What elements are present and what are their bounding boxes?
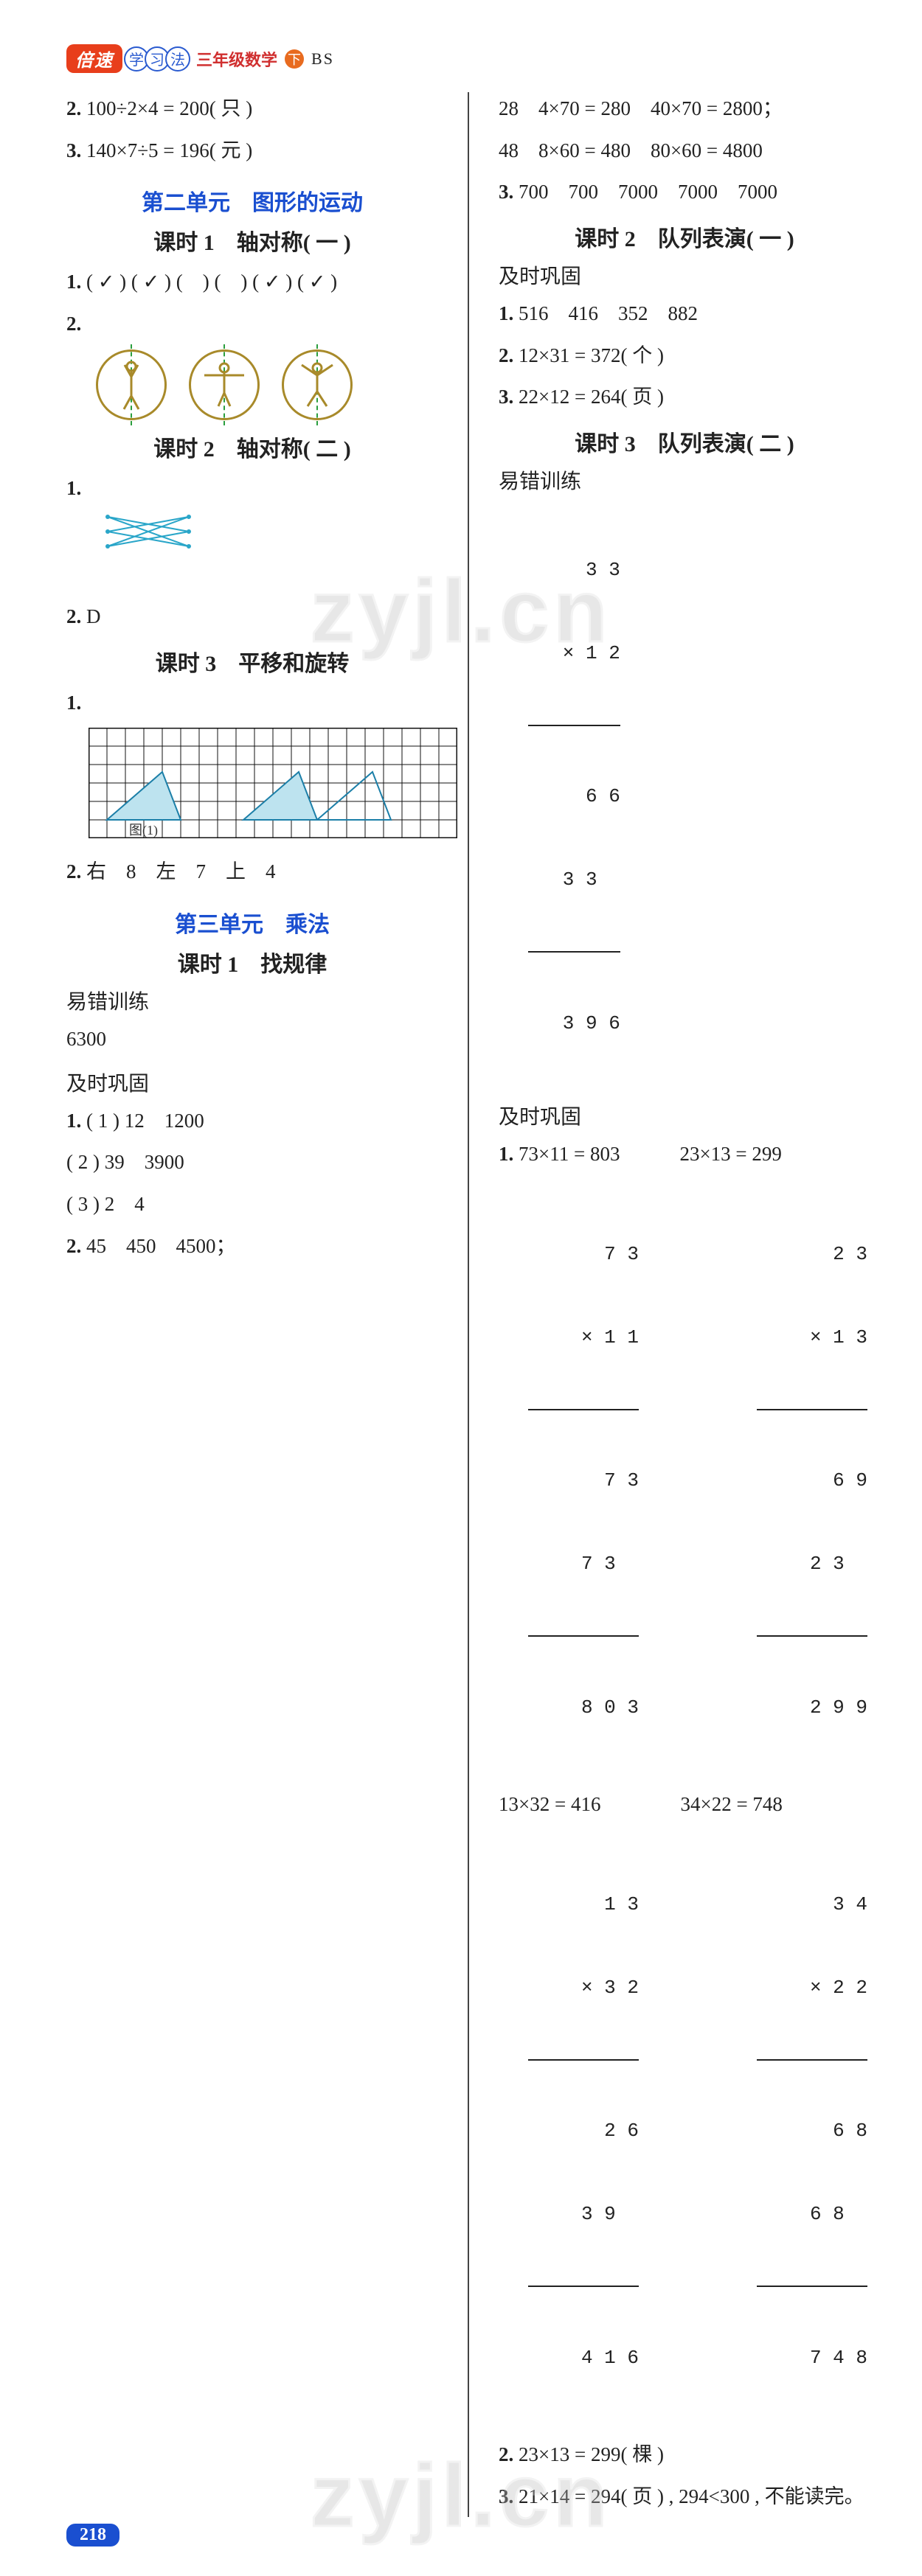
- lesson-3-1-title: 课时 1 找规律: [66, 946, 438, 978]
- r-row3: 3. 700 700 7000 7000 7000: [499, 171, 870, 213]
- vmul-line: × 1 2: [528, 640, 620, 668]
- vmul-line: 6 9: [757, 1467, 867, 1495]
- r-jishi2-heading: 及时巩固: [499, 1101, 870, 1130]
- bubble-3: 法: [165, 46, 190, 72]
- vmul-line: 7 3: [528, 1467, 639, 1495]
- vmul-13x32: 1 3 × 3 2 2 6 3 9 4 1 6: [528, 1835, 639, 2427]
- left-j1b: ( 2 ) 39 3900: [66, 1141, 438, 1183]
- r-jishi1-heading: 及时巩固: [499, 260, 870, 290]
- r-q3: 3. 21×14 = 294( 页 ) , 294<300 , 不能读完。: [499, 2476, 870, 2518]
- r-p2: 13×32 = 416 34×22 = 748: [499, 1783, 870, 1825]
- column-divider: [468, 92, 469, 2517]
- r-row2: 48 8×60 = 480 80×60 = 4800: [499, 130, 870, 172]
- unit-3-title: 第三单元 乘法: [66, 906, 438, 939]
- lesson-2-1-title: 课时 1 轴对称( 一 ): [66, 224, 438, 257]
- vmul-line: × 3 2: [528, 1974, 639, 2002]
- grid-translate-figure: 图(1): [89, 728, 457, 838]
- r-j1: 1. 516 416 352 882: [499, 293, 870, 335]
- left-j1c: ( 3 ) 2 4: [66, 1183, 438, 1225]
- left-column: 2. 100÷2×4 = 200( 只 ) 3. 140×7÷5 = 196( …: [66, 88, 438, 2517]
- content-columns: 2. 100÷2×4 = 200( 只 ) 3. 140×7÷5 = 196( …: [66, 88, 870, 2517]
- figure-2-icon: [191, 352, 257, 418]
- svg-text:图(1): 图(1): [129, 823, 158, 838]
- brand-pill: 倍速: [66, 44, 122, 73]
- figure-2: [189, 349, 260, 420]
- vmul-line: 6 8: [757, 2201, 867, 2229]
- q-3: 3. 140×7÷5 = 196( 元 ): [66, 130, 438, 172]
- figure-1-icon: [98, 352, 164, 418]
- vmul-line: 7 4 8: [757, 2344, 867, 2373]
- r-row1: 28 4×70 = 280 40×70 = 2800；: [499, 88, 870, 130]
- vmul-line: 2 9 9: [757, 1694, 867, 1722]
- page-number: 218: [66, 2524, 119, 2547]
- vmul-line: 2 3: [757, 1550, 867, 1578]
- vmul-line: 3 4: [757, 1891, 867, 1919]
- subject-text: 三年级数学: [196, 47, 277, 71]
- left-j2: 2. 45 450 4500；: [66, 1225, 438, 1267]
- right-column: 28 4×70 = 280 40×70 = 2800； 48 8×60 = 48…: [499, 88, 870, 2517]
- vmul-line: 8 0 3: [528, 1694, 639, 1722]
- lesson-2-3-title: 课时 3 平移和旋转: [66, 645, 438, 678]
- unit-2-title: 第二单元 图形的运动: [66, 184, 438, 217]
- figure-3-icon: [284, 352, 350, 418]
- vmul-line: 2 6: [528, 2117, 639, 2145]
- vmul-line: 3 9: [528, 2201, 639, 2229]
- vmul-line: 3 3: [528, 557, 620, 585]
- vmul-line: 3 3: [528, 866, 620, 894]
- figure-1: [96, 349, 167, 420]
- vmul-line: 2 3: [757, 1241, 867, 1269]
- left-jishi-heading: 及时巩固: [66, 1068, 438, 1097]
- brand-bubbles: 学 习 法: [128, 46, 190, 72]
- r-j2: 2. 12×31 = 372( 个 ): [499, 335, 870, 377]
- u2-kt3-q1: 1.: [66, 682, 438, 724]
- u2-kt1-q2: 2.: [66, 303, 438, 345]
- vmul-line: 7 3: [528, 1241, 639, 1269]
- mulrow-2: 1 3 × 3 2 2 6 3 9 4 1 6 3 4 × 2 2 6 8 6 …: [528, 1835, 870, 2427]
- vmul-73x11: 7 3 × 1 1 7 3 7 3 8 0 3: [528, 1185, 639, 1777]
- page-header: 倍速 学 习 法 三年级数学 下 BS: [66, 44, 870, 73]
- edition-code: BS: [311, 49, 334, 69]
- r-q2: 2. 23×13 = 299( 棵 ): [499, 2434, 870, 2476]
- vmul-line: 6 6: [528, 783, 620, 811]
- vmul-line: × 2 2: [757, 1974, 867, 2002]
- mulrow-1: 7 3 × 1 1 7 3 7 3 8 0 3 2 3 × 1 3 6 9 2 …: [528, 1185, 870, 1777]
- u2-kt1-q1: 1. ( ✓ ) ( ✓ ) ( ) ( ) ( ✓ ) ( ✓ ): [66, 261, 438, 303]
- left-yicuo-heading: 易错训练: [66, 986, 438, 1015]
- left-yicuo-ans: 6300: [66, 1018, 438, 1060]
- u2-kt2-q2: 2. D: [66, 596, 438, 638]
- q-2: 2. 100÷2×4 = 200( 只 ): [66, 88, 438, 130]
- figure-3: [282, 349, 353, 420]
- term-badge: 下: [285, 49, 304, 69]
- vmul-34x22: 3 4 × 2 2 6 8 6 8 7 4 8: [757, 1835, 867, 2427]
- cross-figure: [104, 509, 193, 554]
- lesson-r-2-title: 课时 2 队列表演( 一 ): [499, 220, 870, 253]
- vmul-line: 7 3: [528, 1550, 639, 1578]
- u2-kt3-q2: 2. 右 8 左 7 上 4: [66, 851, 438, 893]
- vmul-line: 4 1 6: [528, 2344, 639, 2373]
- symmetry-figures: [96, 349, 438, 420]
- r-yicuo-heading: 易错训练: [499, 465, 870, 495]
- vmul-line: 1 3: [528, 1891, 639, 1919]
- vmul-33x12: 3 3 × 1 2 6 6 3 3 3 9 6: [528, 501, 870, 1093]
- vmul-line: 3 9 6: [528, 1010, 620, 1038]
- vmul-line: × 1 1: [528, 1324, 639, 1352]
- vmul-line: 6 8: [757, 2117, 867, 2145]
- lesson-2-2-title: 课时 2 轴对称( 二 ): [66, 431, 438, 463]
- r-p1: 1. 73×11 = 803 23×13 = 299: [499, 1133, 870, 1175]
- lesson-r-3-title: 课时 3 队列表演( 二 ): [499, 425, 870, 458]
- vmul-line: × 1 3: [757, 1324, 867, 1352]
- left-j1a: 1. ( 1 ) 12 1200: [66, 1100, 438, 1142]
- u2-kt2-q1: 1.: [66, 467, 438, 596]
- r-j3: 3. 22×12 = 264( 页 ): [499, 376, 870, 418]
- vmul-23x13: 2 3 × 1 3 6 9 2 3 2 9 9: [757, 1185, 867, 1777]
